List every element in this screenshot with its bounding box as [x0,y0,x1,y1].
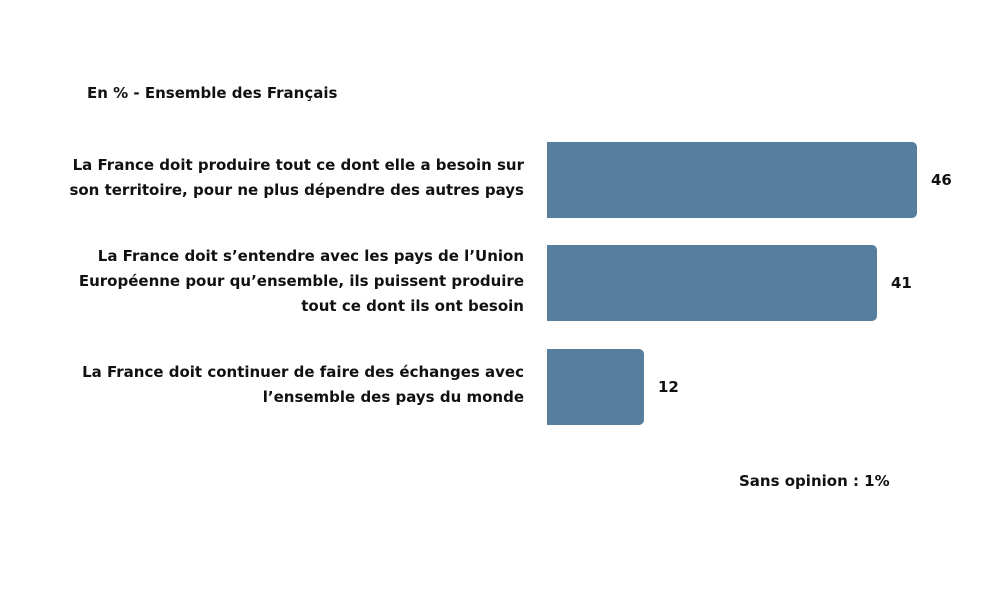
value-label: 12 [658,378,679,396]
chart-subtitle: En % - Ensemble des Français [87,84,338,102]
bar [547,349,644,425]
value-label: 46 [931,171,952,189]
category-label: La France doit s’entendre avec les pays … [78,246,524,315]
category-label: La France doit produire tout ce dont ell… [69,156,524,199]
bar [547,245,877,321]
category-label: La France doit continuer de faire des éc… [82,363,524,406]
value-label: 41 [891,274,912,292]
no-opinion-note: Sans opinion : 1% [739,472,890,490]
bar [547,142,917,218]
